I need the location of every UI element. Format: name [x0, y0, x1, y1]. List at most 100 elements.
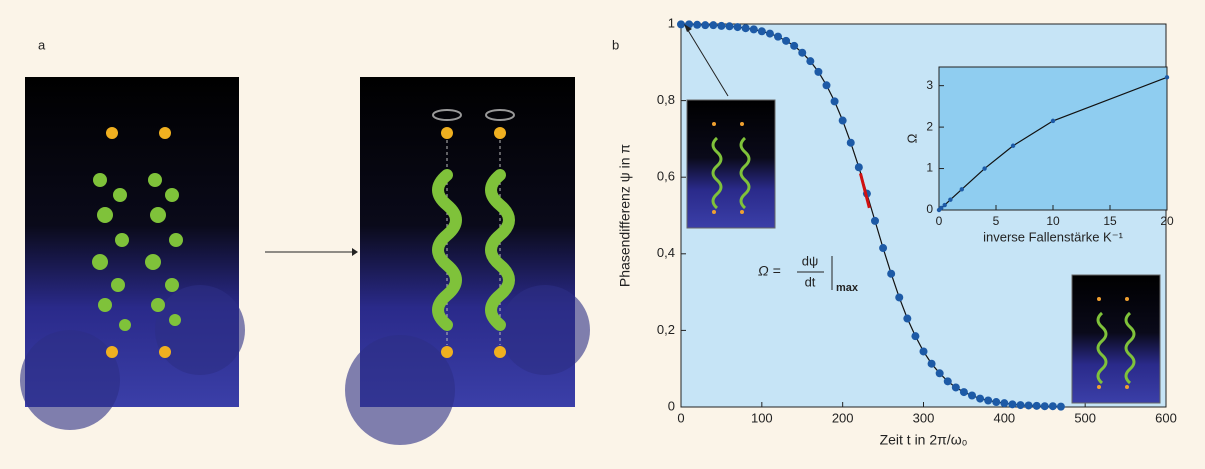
data-point [984, 396, 993, 405]
data-point [677, 20, 685, 29]
data-point [846, 138, 855, 147]
data-point [709, 21, 718, 30]
data-point [717, 21, 726, 30]
data-point [790, 41, 799, 50]
data-point [757, 27, 766, 36]
data-point [830, 97, 839, 106]
y-tick-label: 1 [926, 161, 933, 175]
data-point [1000, 399, 1009, 408]
y-axis-label: Phasendifferenz ψ in π [617, 144, 633, 287]
data-point [854, 163, 863, 172]
dot [1097, 297, 1101, 301]
dot [740, 210, 744, 214]
data-point [1050, 118, 1056, 124]
panel-label: a [38, 37, 46, 52]
data-point [935, 369, 944, 378]
data-point [765, 29, 774, 38]
data-point [822, 81, 831, 90]
data-point [939, 205, 944, 211]
data-point [806, 57, 815, 66]
y-tick-label: 1 [668, 15, 675, 30]
helix [711, 136, 723, 210]
data-point [1032, 401, 1041, 410]
chart: 0 5 10 15 20 0 1 2 3 inverse Fallenstärke K⁻¹ Ω [904, 66, 1174, 244]
annotation: Ω = [758, 263, 781, 279]
illustration-left [20, 77, 245, 430]
x-tick-label: 500 [1074, 410, 1096, 425]
data-point [959, 388, 968, 397]
data-point [959, 187, 964, 192]
data-point [1164, 75, 1170, 80]
dot [712, 210, 716, 214]
y-tick-label: 0,8 [657, 92, 675, 107]
data-point [749, 25, 758, 34]
data-point [942, 202, 947, 208]
x-tick-label: 15 [1103, 214, 1117, 228]
x-tick-label: 0 [677, 410, 684, 425]
data-point [741, 24, 750, 33]
dot [1125, 297, 1129, 301]
data-point [725, 22, 734, 31]
data-point [943, 377, 952, 386]
data-point [1024, 401, 1033, 410]
x-tick-label: 0 [936, 214, 943, 228]
data-point [814, 67, 823, 76]
illustration-right [345, 77, 590, 445]
data-point [879, 244, 888, 253]
data-point [976, 394, 985, 403]
data-point [927, 359, 936, 368]
annotation: max [836, 282, 859, 294]
annotation: dt [805, 274, 816, 289]
y-tick-label: 0,6 [657, 169, 675, 184]
arrow [265, 248, 358, 256]
pointer-head [684, 24, 692, 32]
dot [712, 122, 716, 126]
data-point [1010, 143, 1016, 148]
y-tick-label: 0,4 [657, 245, 675, 260]
dot [1097, 385, 1101, 389]
data-point [774, 32, 782, 41]
y-tick-label: 0 [926, 202, 933, 216]
data-point [1008, 400, 1017, 409]
data-point [1040, 402, 1049, 411]
data-point [733, 23, 742, 32]
dot [740, 122, 744, 126]
data-point [968, 391, 976, 400]
plot-area [938, 66, 1168, 211]
y-tick-label: 3 [926, 78, 933, 92]
data-point [838, 116, 847, 125]
x-tick-label: 200 [832, 410, 854, 425]
x-tick-label: 20 [1160, 214, 1174, 228]
data-point [887, 269, 896, 278]
dot [1125, 385, 1129, 389]
y-tick-label: 0 [668, 398, 675, 413]
data-point [992, 398, 1001, 407]
x-axis-label: Zeit t in 2π/ω₀ [880, 432, 968, 448]
y-tick-label: 2 [926, 119, 933, 133]
x-tick-label: 100 [751, 410, 773, 425]
thumbnail [1071, 274, 1161, 404]
data-point [982, 166, 987, 171]
x-tick-label: 600 [1155, 410, 1177, 425]
thumbnail [686, 99, 776, 229]
data-point [871, 216, 879, 225]
annotation: dψ [802, 253, 819, 268]
data-point [948, 197, 953, 202]
data-point [919, 347, 928, 356]
data-point [1016, 401, 1025, 410]
data-point [1048, 402, 1057, 411]
x-tick-label: 300 [913, 410, 935, 425]
x-tick-label: 10 [1046, 214, 1060, 228]
x-tick-label: 400 [993, 410, 1015, 425]
helix [1096, 311, 1108, 385]
panel-label: b [612, 37, 619, 52]
data-point [903, 314, 912, 323]
slope-marker [858, 172, 871, 209]
helix [1124, 311, 1136, 385]
data-point [782, 36, 791, 45]
data-point [911, 332, 920, 341]
data-point [1056, 402, 1065, 411]
pointer [685, 26, 729, 97]
data-point [693, 20, 702, 29]
